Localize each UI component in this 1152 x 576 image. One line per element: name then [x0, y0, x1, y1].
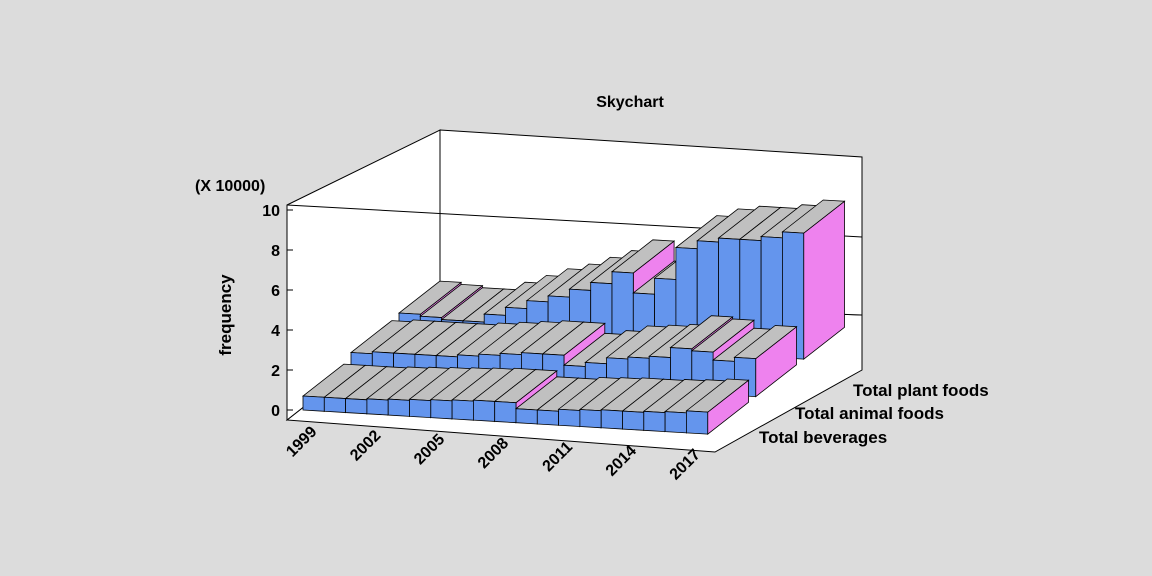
- bar-front: [451, 399, 474, 421]
- bar-front: [558, 408, 581, 427]
- series-labels: Total beverages Total animal foods Total p…: [759, 381, 989, 447]
- bar-front: [622, 410, 645, 431]
- bar-front: [387, 398, 410, 417]
- bar-front: [430, 399, 453, 420]
- bar-front: [600, 409, 623, 430]
- y-axis-label: frequency: [216, 274, 235, 356]
- y-ticks: 0 2 4 6 8 10: [262, 203, 293, 420]
- x-tick-label: 2017: [667, 446, 704, 483]
- series-label: Total plant foods: [853, 381, 989, 400]
- y-tick-label: 2: [271, 363, 280, 380]
- y-tick-label: 10: [262, 203, 280, 220]
- series-label: Total animal foods: [795, 404, 944, 423]
- bar-front: [323, 396, 347, 413]
- bar-front: [579, 409, 602, 429]
- bar-front: [494, 401, 517, 424]
- x-tick-label: 2005: [411, 431, 448, 468]
- x-tick-label: 2011: [540, 439, 577, 476]
- bar-front: [515, 408, 538, 425]
- x-tick-label: 2014: [603, 442, 640, 479]
- bar-front: [664, 411, 687, 434]
- bar-total-beverages-2017: [685, 378, 750, 435]
- bar-front: [536, 409, 559, 426]
- bar-front: [345, 398, 368, 415]
- x-tick-label: 2002: [347, 427, 384, 464]
- y-scale-label: (X 10000): [195, 178, 265, 195]
- bar-front: [409, 398, 432, 419]
- y-tick-label: 0: [271, 403, 280, 420]
- bar-front: [686, 410, 709, 435]
- bars: [301, 199, 846, 435]
- series-label: Total beverages: [759, 428, 887, 447]
- y-tick-label: 6: [271, 283, 280, 300]
- x-tick-label: 1999: [283, 423, 320, 460]
- bar-front: [472, 399, 496, 422]
- bar-front: [643, 410, 666, 433]
- bar-front: [302, 395, 325, 412]
- x-tick-label: 2008: [475, 435, 512, 472]
- chart-title: Skychart: [596, 94, 664, 111]
- bar-front: [366, 398, 389, 416]
- y-tick-label: 8: [271, 243, 280, 260]
- y-tick-label: 4: [271, 323, 280, 340]
